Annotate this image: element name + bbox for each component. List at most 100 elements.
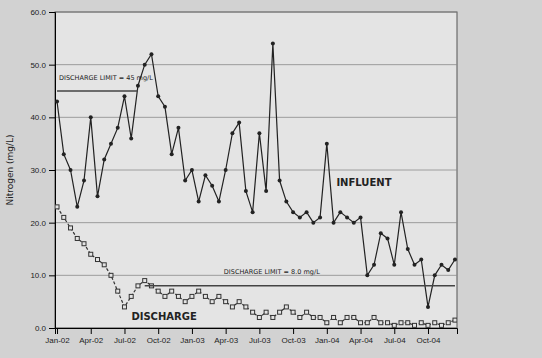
chart: 0.010.020.030.040.050.060.0Jan-02Apr-02J… <box>0 0 542 358</box>
series-point <box>386 321 390 325</box>
series-point <box>318 215 322 219</box>
series-point <box>197 289 201 293</box>
x-tick-mark <box>124 328 125 334</box>
series-point <box>325 321 329 325</box>
x-tick: Jan-04 <box>315 328 340 345</box>
x-tick-label: Jul-03 <box>249 336 271 345</box>
series-point <box>406 247 410 251</box>
series-point <box>338 210 342 214</box>
series-point <box>55 100 59 104</box>
y-tick-mark <box>49 117 55 118</box>
series-point <box>399 210 403 214</box>
series-point <box>143 63 147 67</box>
series-label: INFLUENT <box>336 177 391 188</box>
series-point <box>237 121 241 125</box>
series-point <box>244 189 248 193</box>
series-point <box>359 215 363 219</box>
x-tick: Jan-02 <box>45 328 70 345</box>
series-point <box>156 94 160 98</box>
x-tick: Oct-03 <box>282 328 307 345</box>
x-tick-label: Oct-04 <box>416 336 441 345</box>
series-point <box>129 294 133 298</box>
y-tick: 30.0 <box>30 166 55 175</box>
x-tick-mark <box>327 328 328 334</box>
series-point <box>453 258 457 262</box>
series-point <box>163 294 167 298</box>
series-point <box>190 294 194 298</box>
y-tick-label: 20.0 <box>30 219 46 228</box>
series-point <box>413 263 417 267</box>
series-point <box>291 210 295 214</box>
x-tick-mark <box>57 328 58 334</box>
series-point <box>298 215 302 219</box>
series-point <box>318 315 322 319</box>
background <box>0 0 542 358</box>
y-tick-label: 50.0 <box>30 61 46 70</box>
series-point <box>176 126 180 130</box>
series-point <box>62 152 66 156</box>
x-tick: Oct-02 <box>147 328 172 345</box>
series-point <box>379 231 383 235</box>
grid-line <box>55 12 457 13</box>
series-point <box>230 305 234 309</box>
series-point <box>399 321 403 325</box>
series-point <box>183 300 187 304</box>
series-point <box>291 310 295 314</box>
plot-area <box>55 12 457 328</box>
series-point <box>264 189 268 193</box>
series-point <box>406 321 410 325</box>
series-point <box>116 289 120 293</box>
y-axis-line <box>49 13 56 329</box>
series-point <box>446 321 450 325</box>
series-point <box>419 321 423 325</box>
series-point <box>264 310 268 314</box>
series-point <box>298 315 302 319</box>
y-tick-label: 30.0 <box>30 166 46 175</box>
y-tick-mark <box>49 275 55 276</box>
series-labels: INFLUENTDISCHARGEDISCHARGE LIMIT = 45 mg… <box>59 74 392 322</box>
series-point <box>426 323 430 327</box>
series-point <box>190 168 194 172</box>
series-line <box>57 90 138 92</box>
y-axis: 0.010.020.030.040.050.060.0 <box>30 8 55 333</box>
x-tick-mark <box>394 328 395 334</box>
series-point <box>251 210 255 214</box>
series-point <box>116 126 120 130</box>
y-axis-title: Nitrogen (mg/L) <box>5 134 15 205</box>
series-point <box>305 310 309 314</box>
series-point <box>230 131 234 135</box>
series-label: DISCHARGE <box>131 311 197 322</box>
y-tick-mark <box>49 12 55 13</box>
series-point <box>419 258 423 262</box>
x-tick-mark <box>158 328 159 334</box>
series-point <box>89 252 93 256</box>
y-tick-label: 0.0 <box>35 324 47 333</box>
series-point <box>413 323 417 327</box>
grid-line <box>55 64 457 65</box>
x-tick-mark <box>259 328 260 334</box>
series-point <box>244 305 248 309</box>
series-point <box>75 236 79 240</box>
x-tick-label: Jul-02 <box>114 336 136 345</box>
series-point <box>271 315 275 319</box>
series-point <box>446 268 450 272</box>
x-tick: Jan-03 <box>180 328 205 345</box>
series-point <box>149 52 153 56</box>
x-tick-label: Apr-04 <box>349 336 374 345</box>
series-point <box>136 84 140 88</box>
series-point <box>217 294 221 298</box>
series-point <box>278 179 282 183</box>
series-point <box>237 300 241 304</box>
series-point <box>122 305 126 309</box>
x-tick: Oct-04 <box>416 328 441 345</box>
series-point <box>305 210 309 214</box>
x-tick-mark <box>91 328 92 334</box>
series-point <box>278 310 282 314</box>
series-point <box>379 321 383 325</box>
x-tick-label: Jan-02 <box>45 336 70 345</box>
series-point <box>203 173 207 177</box>
series-point <box>257 315 261 319</box>
series-point <box>109 273 113 277</box>
series-point <box>69 168 73 172</box>
series-point <box>156 289 160 293</box>
